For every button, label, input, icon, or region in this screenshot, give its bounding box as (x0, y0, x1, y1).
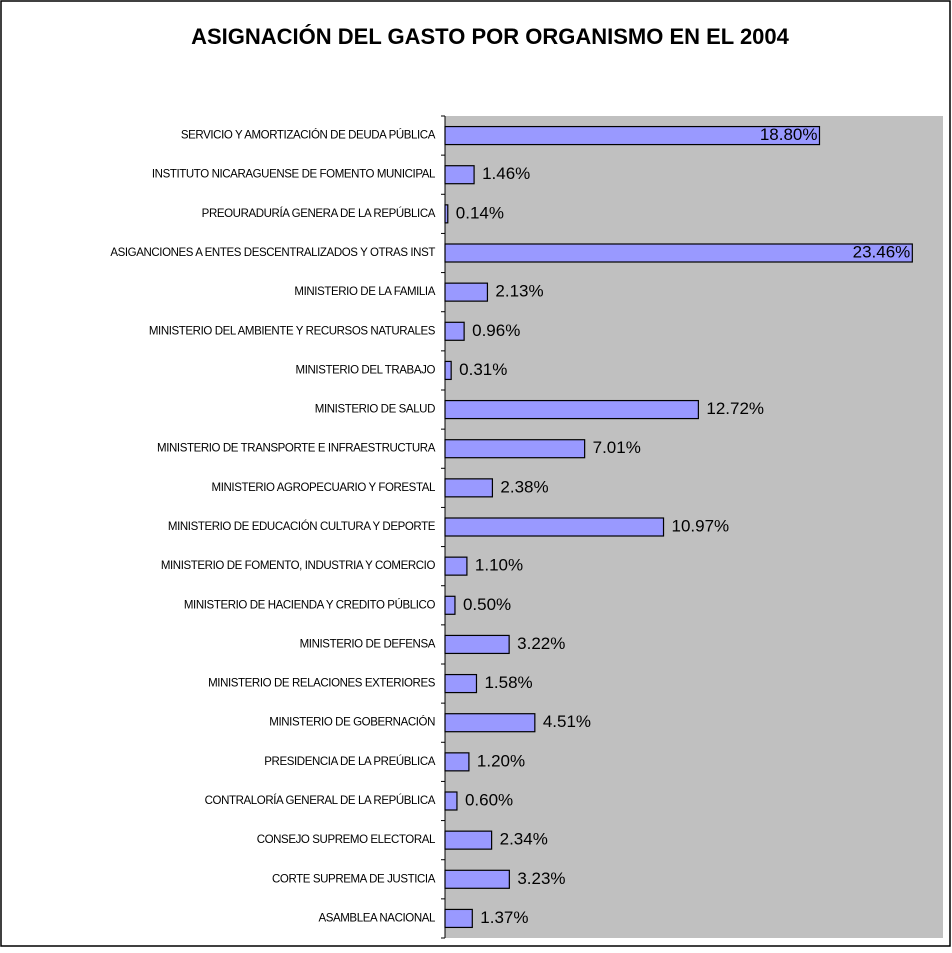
value-label: 12.72% (706, 399, 764, 418)
bar (444, 595, 456, 615)
value-label: 18.80% (760, 125, 818, 144)
bar (444, 752, 470, 772)
value-label: 0.14% (456, 203, 504, 222)
bar (444, 360, 452, 381)
value-label: 0.60% (465, 790, 513, 809)
category-label: CORTE SUPREMA DE JUSTICIA (272, 873, 436, 885)
category-label: ASAMBLEA NACIONAL (318, 912, 436, 924)
value-label: 23.46% (853, 242, 911, 261)
category-label: SERVICIO Y AMORTIZACIÓN DE DEUDA PÚBLICA (181, 129, 436, 142)
chart-title: ASIGNACIÓN DEL GASTO POR ORGANISMO EN EL… (191, 24, 790, 49)
bar (444, 125, 821, 146)
bar (444, 556, 468, 576)
category-label: MINISTERIO DEL TRABAJO (296, 364, 436, 376)
category-label: CONSEJO SUPREMO ELECTORAL (257, 834, 436, 846)
value-label: 1.46% (482, 164, 530, 183)
value-label: 4.51% (543, 712, 591, 731)
value-label: 1.10% (475, 556, 523, 575)
bar (444, 204, 449, 224)
value-label: 2.13% (495, 282, 543, 301)
category-label: PREOURADURÍA GENERA DE LA REPÚBLICA (202, 207, 436, 220)
value-label: 3.22% (517, 634, 565, 653)
category-label: MINISTERIO DE DEFENSA (300, 638, 436, 650)
category-label: CONTRALORÍA GENERAL DE LA REPÚBLICA (205, 794, 436, 807)
value-label: 0.96% (472, 321, 520, 340)
value-label: 2.34% (500, 830, 548, 849)
category-label: ASIGANCIONES A ENTES DESCENTRALIZADOS Y … (110, 247, 435, 259)
bar (444, 713, 536, 733)
bar (444, 243, 913, 263)
bar (444, 321, 465, 341)
category-label: MINISTERIO DE GOBERNACIÓN (269, 716, 435, 729)
value-label: 1.58% (484, 673, 532, 692)
bar (444, 439, 586, 459)
bar (444, 478, 494, 498)
category-label: INSTITUTO NICARAGUENSE DE FOMENTO MUNICI… (152, 169, 436, 181)
category-label: MINISTERIO DE TRANSPORTE E INFRAESTRUCTU… (157, 443, 436, 455)
category-label: MINISTERIO DE SALUD (315, 404, 435, 416)
bar (444, 673, 478, 694)
bar (444, 165, 475, 185)
bar (444, 908, 473, 929)
bar (444, 282, 489, 302)
category-label: MINISTERIO DEL AMBIENTE Y RECURSOS NATUR… (149, 325, 436, 337)
category-label: MINISTERIO DE LA FAMILIA (294, 286, 435, 298)
value-label: 1.37% (480, 908, 528, 927)
category-label: MINISTERIO DE RELACIONES EXTERIORES (208, 678, 436, 690)
value-label: 7.01% (593, 438, 641, 457)
bar (444, 791, 458, 811)
value-label: 2.38% (500, 477, 548, 496)
value-label: 1.20% (477, 751, 525, 770)
category-label: MINISTERIO DE FOMENTO, INDUSTRIA Y COMER… (161, 560, 436, 572)
bar (444, 830, 493, 850)
value-label: 3.23% (517, 869, 565, 888)
category-label: MINISTERIO DE EDUCACIÓN CULTURA Y DEPORT… (168, 520, 436, 533)
bar (444, 634, 510, 655)
category-label: PRESIDENCIA DE LA PREÚBLICA (264, 755, 435, 768)
value-label: 0.31% (459, 360, 507, 379)
category-label: MINISTERIO DE HACIENDA Y CREDITO PÚBLICO (184, 598, 436, 611)
value-label: 10.97% (672, 516, 730, 535)
category-label: MINISTERIO AGROPECUARIO Y FORESTAL (212, 482, 436, 494)
bar (444, 399, 699, 420)
bar (444, 869, 510, 889)
value-label: 0.50% (463, 595, 511, 614)
bar (444, 517, 665, 537)
